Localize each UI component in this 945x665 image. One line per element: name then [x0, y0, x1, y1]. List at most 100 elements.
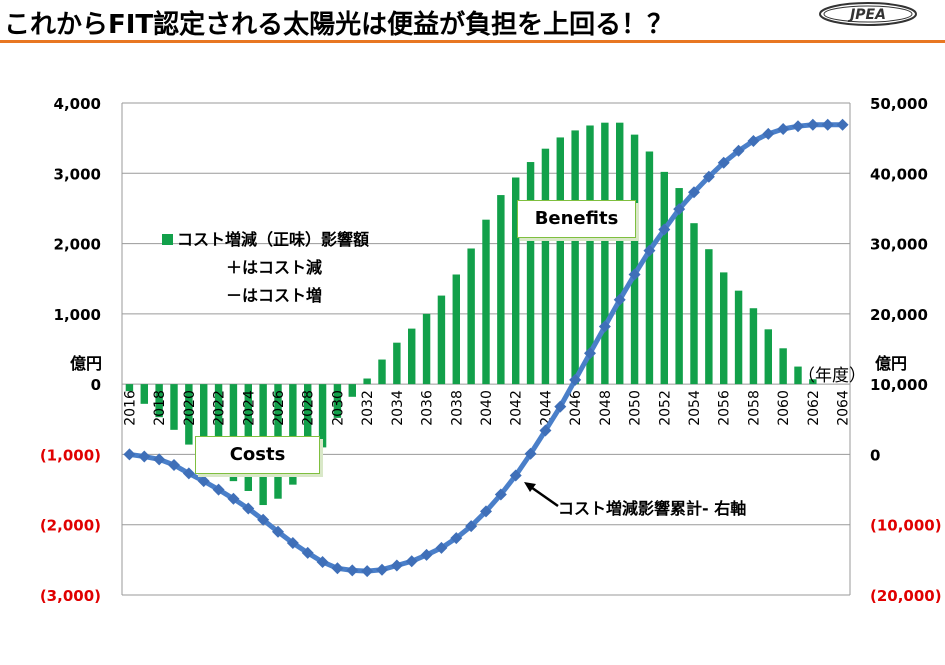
line-marker-2023 — [227, 492, 240, 505]
right-y-tick-label: 10,000 — [870, 376, 928, 394]
bar-2042 — [512, 177, 520, 385]
right-y-tick-label: 50,000 — [870, 95, 928, 113]
line-marker-2021 — [197, 475, 210, 488]
line-marker-2054 — [688, 186, 700, 199]
bar-2046 — [571, 130, 579, 385]
line-marker-2030 — [331, 562, 344, 575]
line-marker-2048 — [598, 320, 611, 333]
left-y-tick-label: (1,000) — [40, 446, 101, 464]
x-tick-labels: 2016 2018 2020 2022 2024 2026 2028 2030 2032 2034… — [122, 390, 851, 426]
line-marker-2049 — [613, 293, 626, 306]
x-tick-label: 2030 — [330, 390, 346, 426]
bar-2049 — [616, 122, 624, 385]
line-marker-2032 — [361, 565, 374, 578]
line-marker-2031 — [346, 564, 359, 577]
x-axis-unit: （年度） — [798, 366, 866, 386]
bar-2036 — [422, 313, 431, 385]
line-marker-2017 — [138, 450, 151, 463]
left-y-tick-label: 2,000 — [54, 236, 101, 254]
line-marker-2041 — [494, 488, 507, 501]
line-marker-2040 — [480, 505, 492, 518]
line-marker-2016 — [123, 448, 136, 461]
bar-2044 — [541, 148, 550, 385]
bar-2043 — [526, 162, 535, 385]
line-marker-2039 — [465, 520, 478, 533]
bar-2054 — [690, 223, 698, 385]
bar-2062 — [809, 379, 817, 385]
line-marker-2055 — [702, 170, 715, 183]
x-tick-label: 2042 — [509, 390, 525, 426]
x-tick-label: 2026 — [271, 390, 287, 426]
line-marker-2036 — [420, 548, 433, 561]
line-marker-2018 — [153, 453, 166, 466]
line-marker-2043 — [524, 447, 537, 460]
bar-2019 — [170, 384, 178, 430]
line-marker-2064 — [836, 118, 849, 131]
left-y-tick-labels: 4,000 3,000 2,000 1,000 0 (1,000) (2,000) (3,00… — [40, 95, 101, 605]
bar-2018 — [155, 384, 163, 418]
x-tick-label: 2028 — [301, 390, 317, 426]
right-axis-unit: 億円 — [875, 354, 908, 373]
x-tick-label: 2050 — [628, 390, 644, 426]
title-underline — [0, 40, 945, 43]
x-tick-label: 2062 — [806, 390, 822, 426]
bar-2037 — [437, 295, 446, 385]
bar-2057 — [734, 290, 743, 385]
legend-label: コスト増減（正味）影響額 — [177, 230, 370, 249]
bar-2020 — [185, 384, 193, 445]
line-marker-2037 — [435, 541, 448, 554]
bar-2032 — [363, 378, 371, 385]
legend-item-bars: コスト増減（正味）影響額 — [162, 226, 369, 254]
x-tick-label: 2052 — [657, 390, 673, 426]
line-marker-2047 — [584, 347, 596, 360]
line-marker-2045 — [554, 400, 567, 413]
x-tick-label: 2024 — [241, 390, 257, 426]
line-marker-2026 — [272, 525, 284, 538]
bar-2034 — [393, 342, 401, 385]
bar-2050 — [630, 134, 639, 385]
line-marker-2053 — [673, 203, 686, 216]
bar-2058 — [749, 308, 758, 385]
x-tick-label: 2056 — [717, 390, 733, 426]
x-tick-label: 2058 — [746, 390, 762, 426]
line-marker-2056 — [717, 156, 730, 169]
right-y-tick-labels: 50,000 40,000 30,000 20,000 10,000 0 (10,000) (… — [870, 95, 942, 605]
bar-2040 — [482, 219, 490, 385]
x-tick-label: 2060 — [776, 390, 792, 426]
line-marker-2060 — [777, 123, 790, 136]
line-marker-2058 — [747, 134, 760, 147]
left-y-tick-label: 4,000 — [54, 95, 101, 113]
bar-2017 — [140, 384, 148, 404]
left-axis-unit: 億円 — [70, 354, 103, 373]
line-marker-2019 — [168, 458, 180, 471]
legend-note-plus: ＋はコスト減 — [226, 258, 323, 277]
left-y-tick-label: 1,000 — [54, 306, 101, 324]
line-marker-2057 — [732, 144, 745, 157]
left-y-tick-label: (2,000) — [40, 517, 101, 535]
bar-2045 — [556, 137, 564, 385]
line-marker-2061 — [792, 120, 804, 133]
x-tick-label: 2032 — [360, 390, 376, 426]
line-marker-2051 — [643, 244, 656, 257]
svg-text:JPEA: JPEA — [847, 7, 886, 23]
line-marker-2063 — [821, 118, 834, 131]
left-y-tick-label: 0 — [91, 376, 101, 394]
line-marker-2020 — [182, 467, 195, 480]
x-tick-label: 2046 — [568, 390, 584, 426]
bar-2053 — [675, 188, 683, 385]
line-marker-2028 — [301, 546, 314, 559]
bar-2048 — [601, 122, 609, 385]
bar-2027 — [289, 384, 297, 485]
left-y-tick-label: 3,000 — [54, 165, 101, 183]
line-marker-2062 — [806, 118, 819, 131]
x-tick-label: 2036 — [420, 390, 436, 426]
line-marker-2052 — [658, 223, 671, 236]
x-tick-label: 2064 — [836, 390, 852, 426]
x-tick-label: 2034 — [390, 390, 406, 426]
line-marker-2029 — [316, 555, 329, 568]
line-marker-2025 — [257, 513, 270, 526]
right-y-tick-label: (20,000) — [870, 587, 942, 605]
legend: コスト増減（正味）影響額 ＋はコスト減 －はコスト増 — [162, 226, 369, 310]
x-tick-label: 2020 — [182, 390, 198, 426]
